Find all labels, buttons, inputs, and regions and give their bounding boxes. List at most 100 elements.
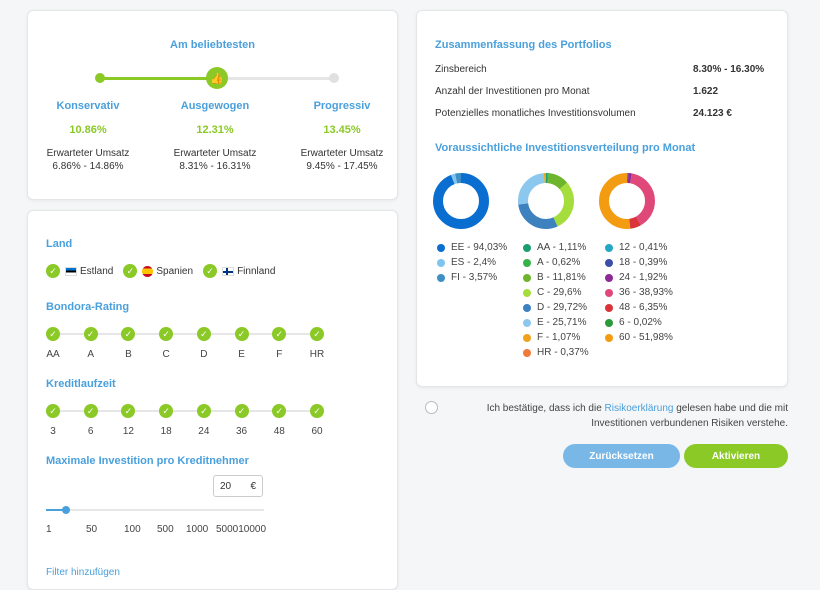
legend-dot xyxy=(437,273,445,282)
rating-line xyxy=(53,333,317,335)
rating-check-aa[interactable]: ✓ xyxy=(46,327,60,341)
legend-label: D - 29,72% xyxy=(537,302,588,313)
currency-label: € xyxy=(250,480,256,492)
legend-item: 36 - 38,93% xyxy=(605,285,673,300)
legend-dot xyxy=(523,258,531,267)
donut-slice-f xyxy=(518,173,574,229)
legend-dot xyxy=(605,303,613,312)
rating-check-e[interactable]: ✓ xyxy=(234,327,249,341)
donut-slice-d xyxy=(518,173,574,229)
summary-label: Zinsbereich xyxy=(435,64,487,75)
check-icon: ✓ xyxy=(203,264,218,278)
slider-stop-konservativ[interactable] xyxy=(95,73,105,83)
legend-label: 36 - 38,93% xyxy=(619,287,673,298)
legend-label: 6 - 0,02% xyxy=(619,317,662,328)
legend-item: FI - 3,57% xyxy=(437,270,507,285)
strategy-slider-fill xyxy=(100,77,217,80)
investment-slider-track[interactable] xyxy=(46,509,264,511)
risk-statement-link[interactable]: Risikoerklärung xyxy=(604,403,674,414)
legend-term: 12 - 0,41% 18 - 0,39% 24 - 1,92% 36 - 38,93… xyxy=(605,240,673,345)
summary-value: 8.30% - 16.30% xyxy=(693,64,765,75)
add-filter-link[interactable]: Filter hinzufügen xyxy=(46,567,120,578)
investment-slider-thumb[interactable] xyxy=(62,506,70,514)
strategy-label: Erwarteter Umsatz xyxy=(300,148,384,159)
rating-check-a[interactable]: ✓ xyxy=(83,327,98,341)
rating-steps: ✓ ✓ ✓ ✓ ✓ ✓ ✓ ✓ xyxy=(46,327,324,341)
rating-check-f[interactable]: ✓ xyxy=(272,327,287,341)
legend-label: AA - 1,11% xyxy=(537,242,587,253)
rating-check-c[interactable]: ✓ xyxy=(159,327,174,341)
summary-row-zins: Zinsbereich 8.30% - 16.30% xyxy=(435,64,765,75)
legend-item: EE - 94,03% xyxy=(437,240,507,255)
term-label: 60 xyxy=(311,426,323,437)
term-check-60[interactable]: ✓ xyxy=(310,404,324,418)
legend-item: 60 - 51,98% xyxy=(605,330,673,345)
summary-card: Zusammenfassung des Portfolios Zinsberei… xyxy=(416,10,788,387)
summary-label: Potenzielles monatliches Investitionsvol… xyxy=(435,108,636,119)
strategy-ausgewogen[interactable]: Ausgewogen 12.31% Erwarteter Umsatz 8.31… xyxy=(155,100,275,172)
legend-dot xyxy=(437,258,445,267)
legend-label: F - 1,07% xyxy=(537,332,581,343)
term-check-3[interactable]: ✓ xyxy=(46,404,60,418)
investment-slider-fill xyxy=(46,509,66,511)
donut-slice-36 xyxy=(599,173,655,229)
term-label: 24 xyxy=(198,426,210,437)
term-check-24[interactable]: ✓ xyxy=(196,404,211,418)
range-label: 500010000 xyxy=(216,524,267,535)
donut-term xyxy=(599,173,655,229)
country-estland[interactable]: ✓ Estland xyxy=(46,264,113,278)
slider-knob[interactable]: 👍 xyxy=(206,67,228,89)
investment-title: Maximale Investition pro Kreditnehmer xyxy=(46,455,249,467)
legend-dot xyxy=(523,348,531,357)
legend-item: B - 11,81% xyxy=(523,270,589,285)
legend-label: ES - 2,4% xyxy=(451,257,497,268)
legend-item: D - 29,72% xyxy=(523,300,589,315)
term-steps: ✓ ✓ ✓ ✓ ✓ ✓ ✓ ✓ xyxy=(46,404,324,418)
term-check-6[interactable]: ✓ xyxy=(83,404,98,418)
term-check-12[interactable]: ✓ xyxy=(121,404,136,418)
activate-button[interactable]: Aktivieren xyxy=(684,444,788,468)
term-title: Kreditlaufzeit xyxy=(46,378,116,390)
range-label: 100 xyxy=(124,524,141,535)
country-spanien[interactable]: ✓ Spanien xyxy=(123,264,193,278)
slider-stop-progressiv[interactable] xyxy=(329,73,339,83)
strategy-name: Ausgewogen xyxy=(180,100,250,112)
rating-check-hr[interactable]: ✓ xyxy=(310,327,324,341)
strategy-title: Am beliebtesten xyxy=(170,39,255,51)
term-label: 18 xyxy=(160,426,172,437)
strategy-pct: 12.31% xyxy=(196,124,234,136)
legend-item: 24 - 1,92% xyxy=(605,270,673,285)
term-check-36[interactable]: ✓ xyxy=(234,404,249,418)
flag-fi-icon xyxy=(222,266,235,276)
country-label: Finnland xyxy=(237,265,276,277)
legend-label: 24 - 1,92% xyxy=(619,272,668,283)
check-icon: ✓ xyxy=(46,264,60,278)
strategy-range: 9.45% - 17.45% xyxy=(306,161,378,172)
strategy-progressiv[interactable]: Progressiv 13.45% Erwarteter Umsatz 9.45… xyxy=(282,100,402,172)
rating-label: D xyxy=(200,349,208,360)
legend-dot xyxy=(523,333,531,342)
strategy-range: 6.86% - 14.86% xyxy=(52,161,124,172)
country-label: Estland xyxy=(80,265,114,277)
legend-dot xyxy=(605,243,613,252)
reset-button[interactable]: Zurücksetzen xyxy=(563,444,680,468)
rating-label: HR xyxy=(309,349,325,360)
term-check-18[interactable]: ✓ xyxy=(159,404,174,418)
strategy-label: Erwarteter Umsatz xyxy=(46,148,130,159)
legend-item: AA - 1,11% xyxy=(523,240,589,255)
confirm-radio[interactable] xyxy=(425,401,438,414)
strategy-konservativ[interactable]: Konservativ 10.86% Erwarteter Umsatz 6.8… xyxy=(28,100,148,172)
country-finnland[interactable]: ✓ Finnland xyxy=(203,264,275,278)
term-label: 36 xyxy=(236,426,248,437)
rating-check-d[interactable]: ✓ xyxy=(196,327,211,341)
legend-label: B - 11,81% xyxy=(537,272,586,283)
term-check-48[interactable]: ✓ xyxy=(272,404,287,418)
legend-item: C - 29,6% xyxy=(523,285,589,300)
rating-check-b[interactable]: ✓ xyxy=(121,327,136,341)
legend-country: EE - 94,03% ES - 2,4% FI - 3,57% xyxy=(437,240,507,285)
legend-item: 48 - 6,35% xyxy=(605,300,673,315)
legend-label: HR - 0,37% xyxy=(537,347,589,358)
summary-row-volume: Potenzielles monatliches Investitionsvol… xyxy=(435,108,765,119)
investment-input[interactable]: 20 € xyxy=(213,475,263,497)
donut-rating xyxy=(518,173,574,229)
